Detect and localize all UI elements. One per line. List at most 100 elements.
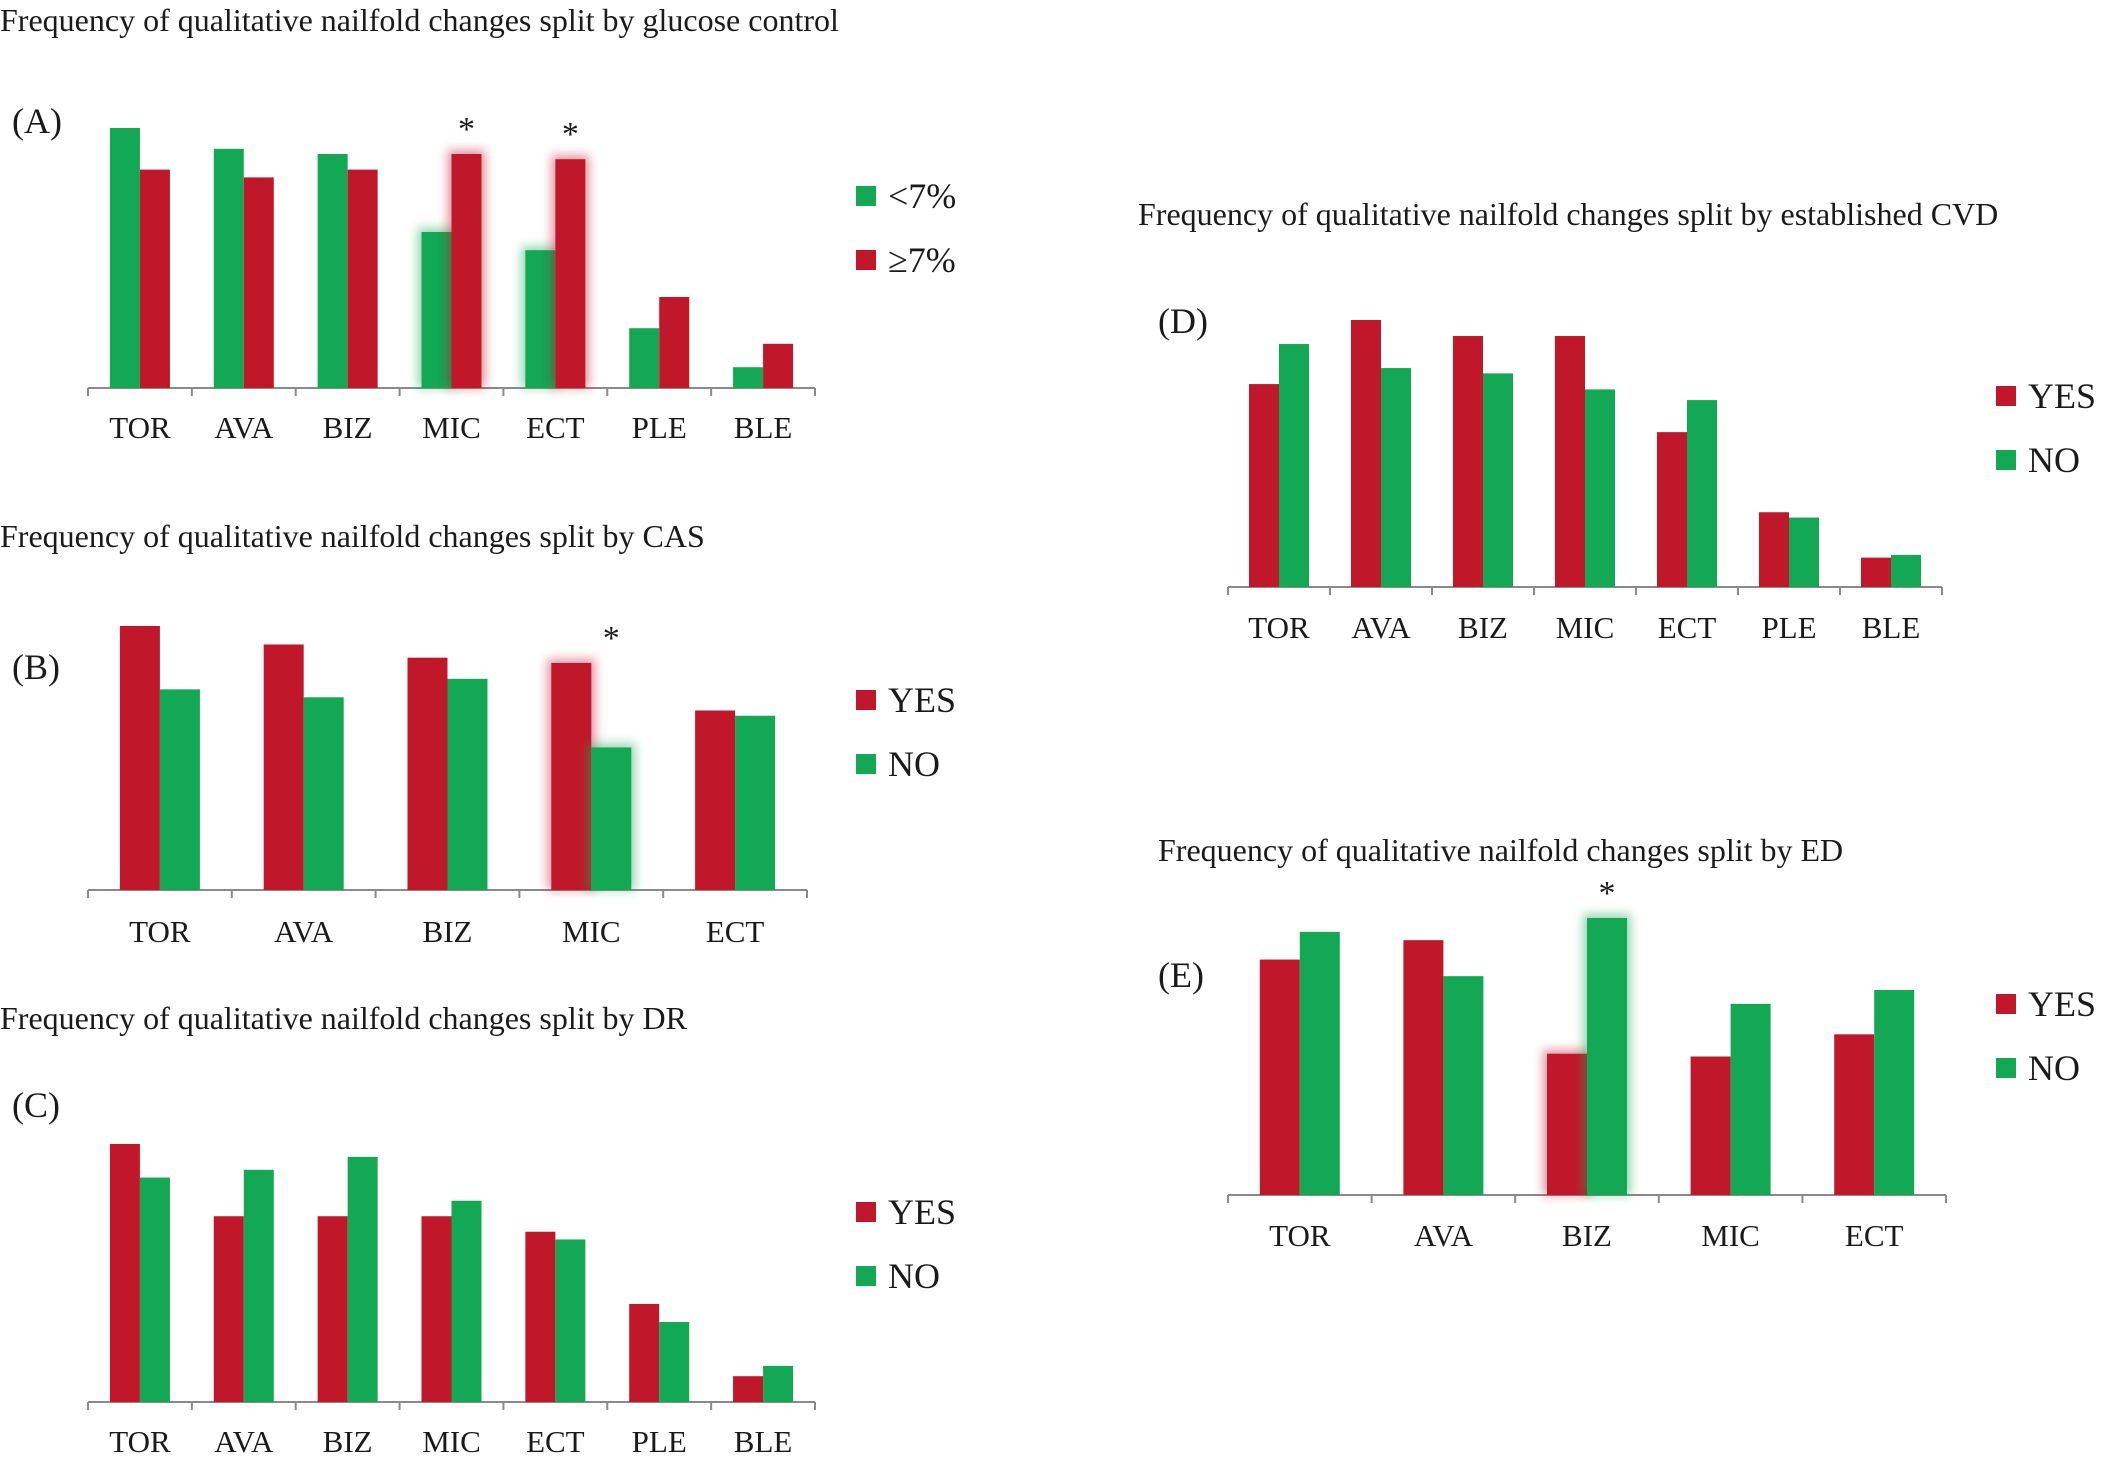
bar-mic-yes bbox=[421, 1216, 452, 1402]
legend-swatch-red bbox=[856, 690, 876, 710]
bar-ble-yes bbox=[733, 1376, 764, 1402]
legend-item: NO bbox=[1996, 1044, 2096, 1092]
bar-ava-yes bbox=[213, 1216, 244, 1402]
legend-label: NO bbox=[2028, 440, 2080, 480]
bar-biz-yes bbox=[1547, 1053, 1587, 1195]
bar-mic-yes bbox=[551, 662, 592, 890]
bar-ava-no bbox=[243, 1169, 274, 1402]
bar-ple-<7% bbox=[629, 328, 660, 388]
bar-ect-yes bbox=[525, 1231, 556, 1402]
bar-biz-<7% bbox=[317, 154, 348, 388]
x-tick-label: TOR bbox=[1248, 610, 1310, 645]
bar-ect-≥7% bbox=[555, 159, 586, 388]
legend-label: YES bbox=[2028, 376, 2097, 416]
x-tick-label: PLE bbox=[632, 410, 687, 445]
bar-tor-≥7% bbox=[139, 169, 170, 388]
bar-ect-no bbox=[1874, 990, 1915, 1195]
panel-b-plot: TOR AVA BIZ MIC * ECT bbox=[87, 620, 808, 949]
x-tick-label: PLE bbox=[632, 1424, 687, 1459]
x-tick-label: MIC bbox=[562, 914, 621, 949]
bar-tor-yes bbox=[119, 626, 160, 890]
x-tick-label: BLE bbox=[734, 410, 793, 445]
significance-star: * bbox=[1599, 875, 1616, 912]
bar-ava-no bbox=[1381, 368, 1411, 587]
x-tick-label: ECT bbox=[526, 410, 585, 445]
x-tick-label: AVA bbox=[1414, 1218, 1474, 1253]
panel-e-legend: YES NO bbox=[1996, 980, 2096, 1108]
x-tick-label: BLE bbox=[734, 1424, 793, 1459]
x-tick-label: AVA bbox=[274, 914, 334, 949]
panel-b-legend: YES NO bbox=[856, 676, 956, 804]
bar-biz-no bbox=[1483, 373, 1513, 587]
x-tick-label: AVA bbox=[1351, 610, 1411, 645]
x-tick-label: BIZ bbox=[1562, 1218, 1612, 1253]
panel-d-title: Frequency of qualitative nailfold change… bbox=[1138, 196, 1999, 232]
bar-biz-yes bbox=[317, 1216, 348, 1402]
x-tick-label: BIZ bbox=[423, 914, 473, 949]
bar-ple-no bbox=[659, 1322, 690, 1402]
bar-ect-yes bbox=[695, 710, 736, 890]
x-tick-label: MIC bbox=[1701, 1218, 1760, 1253]
legend-swatch-red bbox=[856, 1202, 876, 1222]
significance-star: * bbox=[562, 116, 579, 153]
bar-tor-no bbox=[159, 689, 200, 890]
x-tick-label: MIC bbox=[422, 1424, 481, 1459]
panel-b-label: (B) bbox=[12, 647, 60, 687]
panel-e-plot: TOR AVA BIZ * MIC ECT bbox=[1227, 875, 1947, 1253]
panel-a-legend: <7% ≥7% bbox=[856, 172, 956, 300]
panel-d-legend: YES NO bbox=[1996, 372, 2096, 500]
bar-biz-≥7% bbox=[347, 169, 378, 388]
legend-label: NO bbox=[888, 744, 940, 784]
panel-c-plot: TOR AVA BIZ MIC ECT PLE BLE bbox=[87, 1144, 816, 1459]
panel-c-legend: YES NO bbox=[856, 1188, 956, 1316]
x-tick-label: BIZ bbox=[323, 1424, 373, 1459]
bar-tor-yes bbox=[109, 1144, 140, 1402]
bar-biz-no bbox=[1587, 918, 1627, 1195]
legend-swatch-red bbox=[1996, 994, 2016, 1014]
bar-ava-no bbox=[1443, 976, 1484, 1195]
x-tick-label: ECT bbox=[1658, 610, 1717, 645]
panel-a-label: (A) bbox=[12, 101, 62, 141]
legend-item: ≥7% bbox=[856, 236, 956, 284]
bar-tor-no bbox=[139, 1177, 170, 1402]
legend-swatch-green bbox=[856, 1266, 876, 1286]
bar-mic-yes bbox=[1690, 1056, 1731, 1195]
x-tick-label: PLE bbox=[1761, 610, 1816, 645]
bar-ava-yes bbox=[263, 644, 304, 890]
legend-item: YES bbox=[856, 676, 956, 724]
bar-biz-yes bbox=[1453, 336, 1483, 587]
bar-ava-yes bbox=[1403, 940, 1444, 1195]
legend-item: NO bbox=[1996, 436, 2096, 484]
bar-tor-no bbox=[1299, 931, 1340, 1195]
bar-ple-no bbox=[1789, 517, 1819, 587]
x-tick-label: BLE bbox=[1862, 610, 1921, 645]
bar-biz-no bbox=[447, 678, 488, 890]
bar-mic-no bbox=[1585, 389, 1615, 587]
bar-ble-no bbox=[763, 1365, 794, 1402]
legend-item: NO bbox=[856, 740, 956, 788]
bar-ble-<7% bbox=[733, 367, 764, 388]
legend-swatch-green bbox=[856, 754, 876, 774]
bar-ect-no bbox=[735, 715, 776, 890]
panel-c-title: Frequency of qualitative nailfold change… bbox=[0, 1000, 687, 1036]
x-tick-label: TOR bbox=[129, 914, 191, 949]
x-tick-label: ECT bbox=[1845, 1218, 1904, 1253]
panel-a-title: Frequency of qualitative nailfold change… bbox=[0, 2, 839, 38]
panel-c-label: (C) bbox=[12, 1085, 60, 1125]
bar-mic-≥7% bbox=[451, 154, 482, 388]
x-tick-label: MIC bbox=[1556, 610, 1615, 645]
legend-item: YES bbox=[1996, 372, 2096, 420]
bar-ble-no bbox=[1891, 554, 1921, 587]
panel-a-plot: TOR AVA BIZ MIC * ECT * PLE BLE bbox=[87, 111, 816, 445]
panel-d-plot: TOR AVA BIZ MIC ECT PLE BLE bbox=[1227, 320, 1943, 645]
x-tick-label: AVA bbox=[214, 1424, 274, 1459]
bar-ava-≥7% bbox=[243, 177, 274, 388]
bar-mic-no bbox=[1730, 1003, 1771, 1195]
x-tick-label: TOR bbox=[109, 1424, 171, 1459]
bar-biz-yes bbox=[407, 657, 448, 890]
bar-ect-yes bbox=[1834, 1034, 1875, 1195]
legend-label: NO bbox=[888, 1256, 940, 1296]
x-tick-label: ECT bbox=[706, 914, 765, 949]
bar-ect-<7% bbox=[525, 250, 556, 388]
